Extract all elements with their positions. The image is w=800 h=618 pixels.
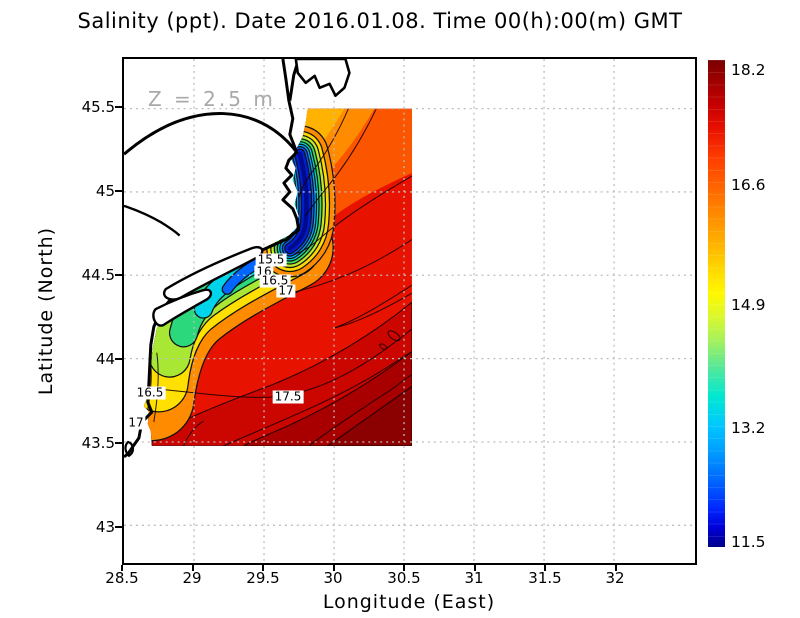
salinity-field-svg — [124, 59, 695, 563]
x-tick-mark — [192, 565, 194, 571]
colorbar — [708, 60, 725, 547]
y-tick-label: 45 — [95, 182, 115, 200]
x-tick-mark — [615, 565, 617, 571]
y-tick-label: 44 — [95, 350, 115, 368]
y-tick-mark — [115, 442, 122, 444]
y-tick-label: 44.5 — [81, 266, 115, 284]
colorbar-label: 13.2 — [731, 419, 766, 437]
y-tick-label: 43 — [95, 518, 115, 536]
colorbar-label: 11.5 — [731, 533, 766, 551]
y-tick-mark — [115, 274, 122, 276]
x-tick-label: 28.5 — [105, 569, 139, 587]
x-tick-label: 30.5 — [387, 569, 421, 587]
x-axis-label: Longitude (East) — [322, 591, 496, 613]
x-tick-label: 29 — [182, 569, 202, 587]
x-tick-mark — [333, 565, 335, 571]
depth-annotation: Z = 2.5 m — [148, 87, 276, 111]
coastline — [124, 59, 351, 459]
y-tick-mark — [115, 358, 122, 360]
x-tick-label: 32 — [605, 569, 625, 587]
lagoon — [152, 288, 213, 327]
plot-area: Z = 2.5 m 15.5 16 16.5 17 16.5 17 17.5 — [122, 57, 697, 565]
y-tick-label: 43.5 — [81, 434, 115, 452]
x-tick-mark — [403, 565, 405, 571]
contour-label: 17 — [126, 415, 146, 430]
danube-plume — [260, 125, 336, 278]
y-tick-mark — [115, 190, 122, 192]
contour-label: 16.5 — [259, 273, 291, 288]
x-tick-mark — [262, 565, 264, 571]
colorbar-label: 16.6 — [731, 176, 766, 194]
x-tick-mark — [121, 565, 123, 571]
contour-label: 16.5 — [134, 385, 166, 400]
y-axis-label: Latitude (North) — [35, 226, 57, 396]
colorbar-label: 14.9 — [731, 296, 766, 314]
plot-title: Salinity (ppt). Date 2016.01.08. Time 00… — [77, 9, 683, 33]
colorbar-label: 18.2 — [731, 61, 766, 79]
contour-label: 17 — [276, 283, 296, 298]
y-tick-label: 45.5 — [81, 98, 115, 116]
y-tick-mark — [115, 526, 122, 528]
x-tick-mark — [474, 565, 476, 571]
x-tick-label: 30 — [323, 569, 343, 587]
contour-label: 15.5 — [255, 252, 287, 267]
y-tick-mark — [115, 106, 122, 108]
x-tick-label: 31.5 — [528, 569, 562, 587]
x-tick-mark — [544, 565, 546, 571]
x-tick-label: 29.5 — [246, 569, 280, 587]
contour-label: 17.5 — [272, 389, 304, 404]
gridlines — [124, 59, 695, 563]
x-tick-label: 31 — [464, 569, 484, 587]
